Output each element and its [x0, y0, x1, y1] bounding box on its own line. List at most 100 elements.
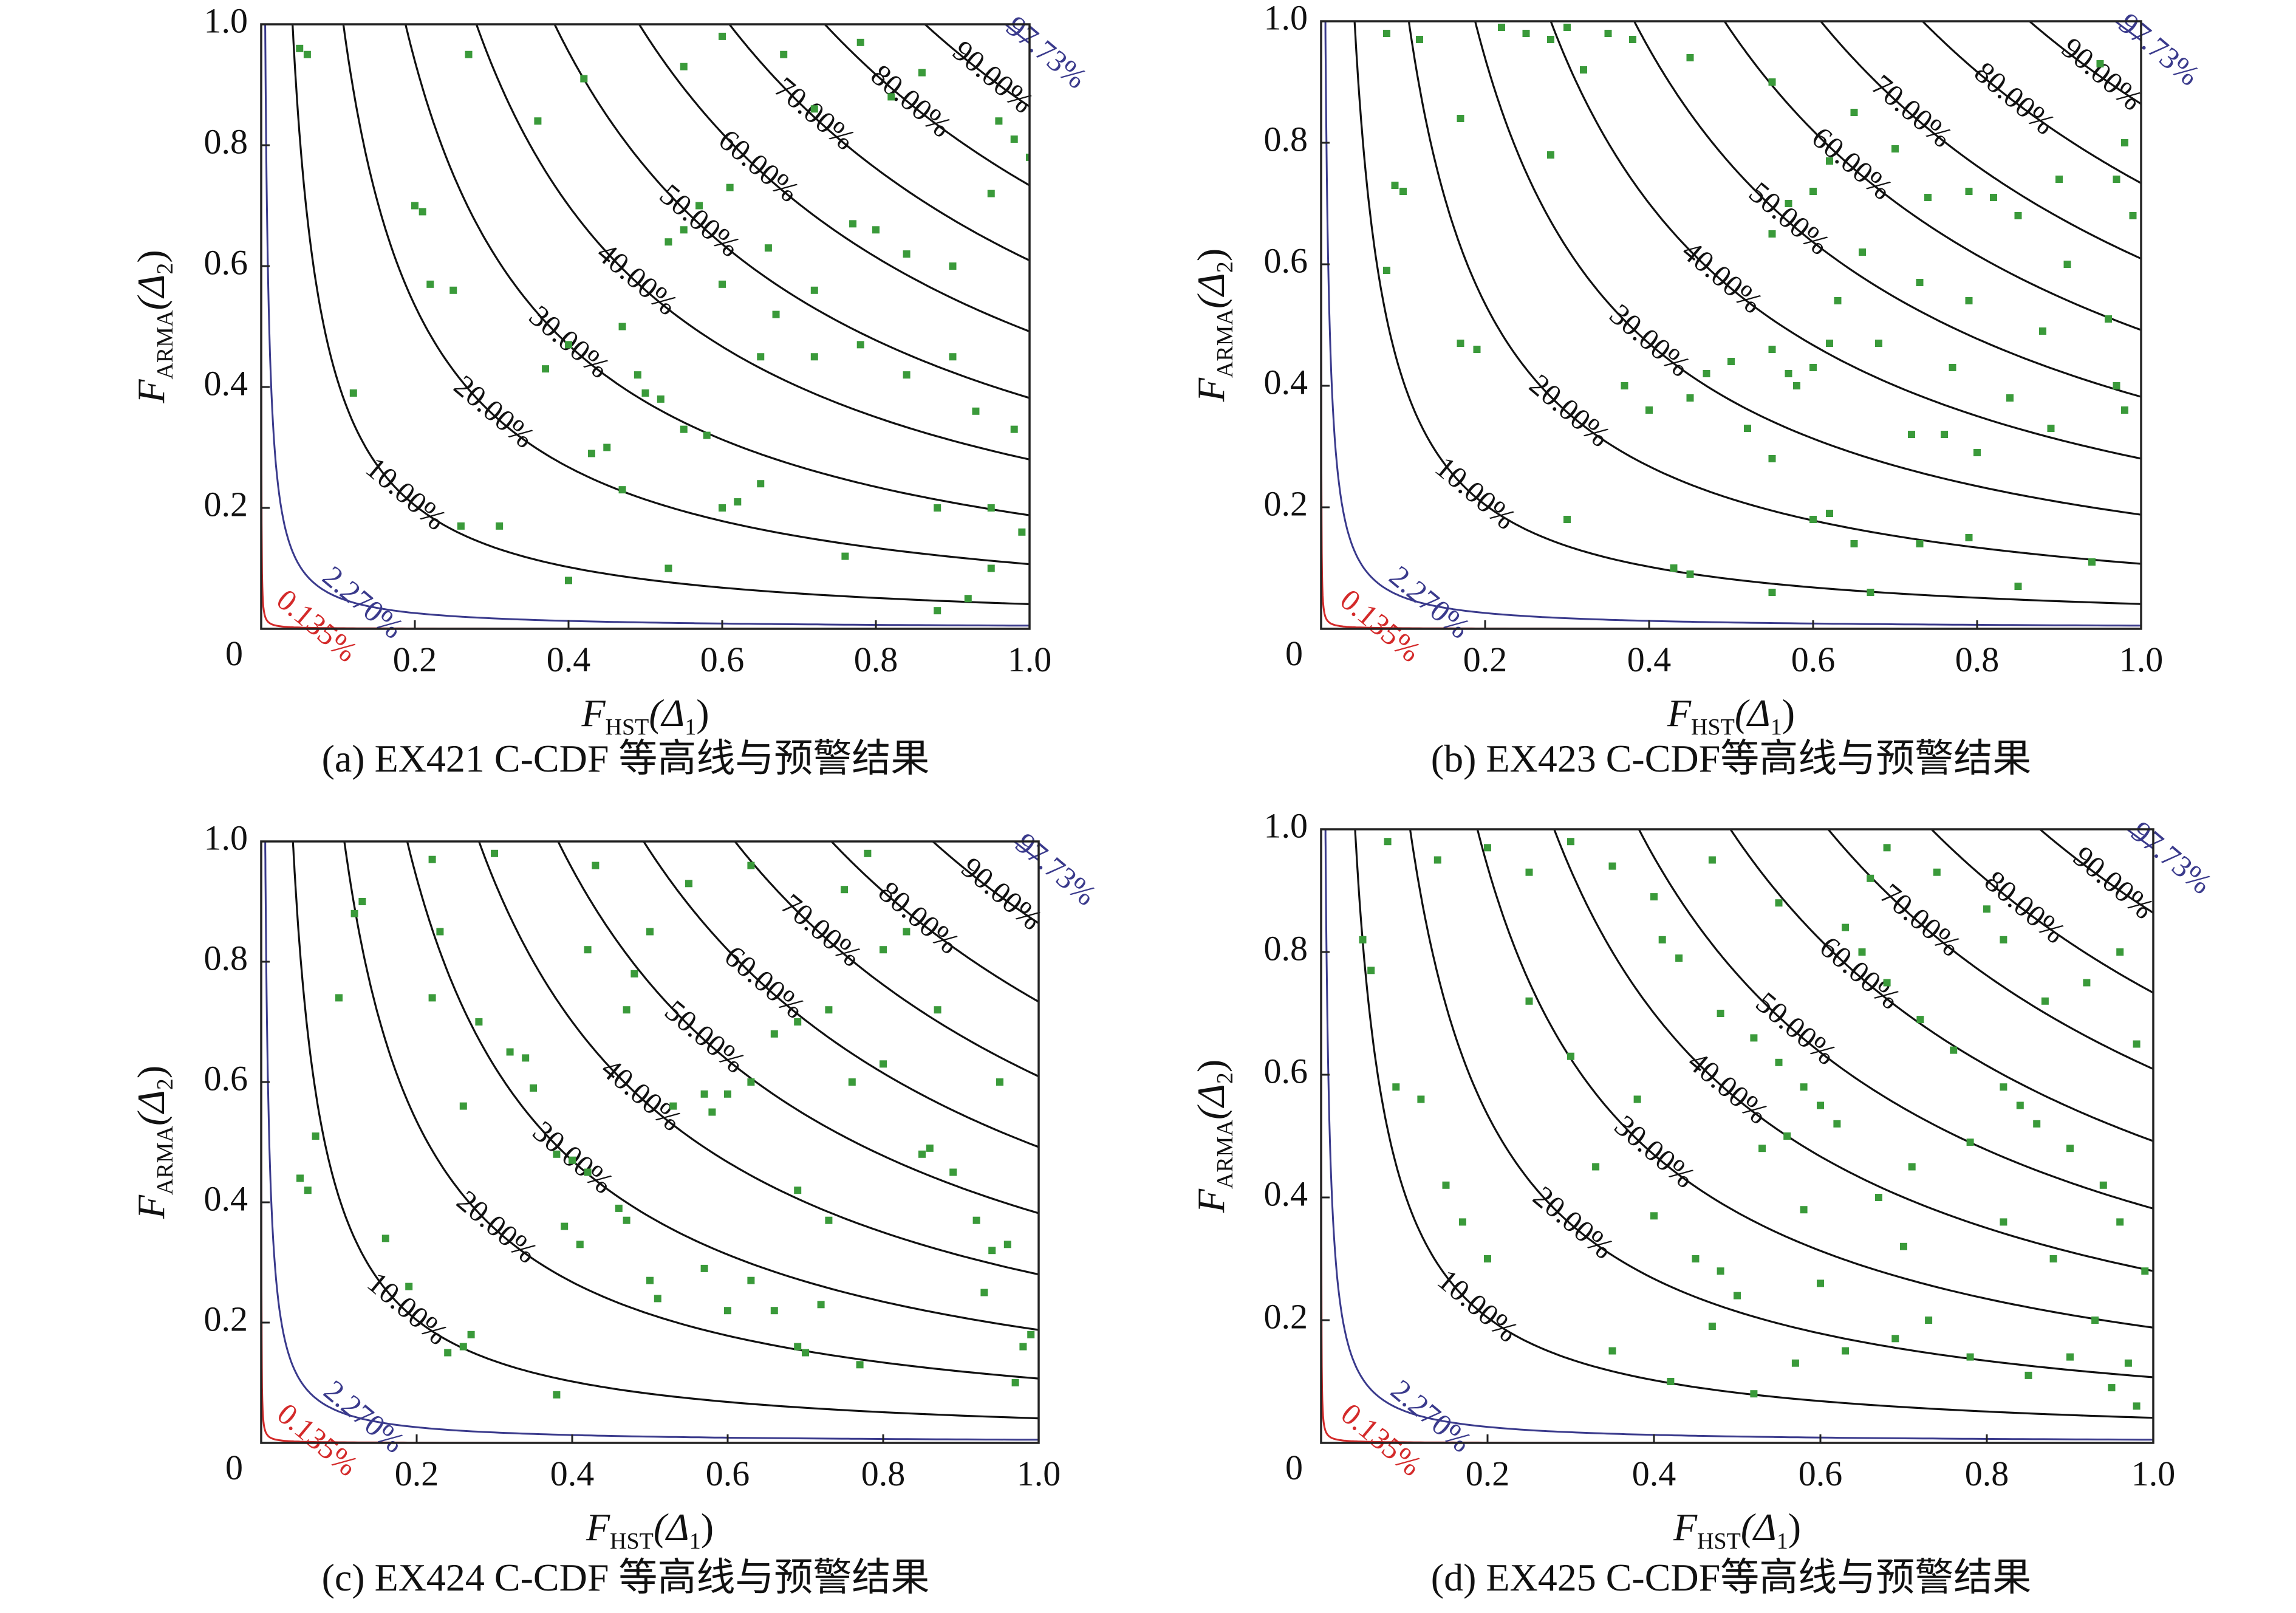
data-point [2133, 1040, 2141, 1048]
data-point [1727, 358, 1735, 365]
data-point [1768, 230, 1776, 238]
x-tick-label: 0.8 [1955, 640, 2000, 679]
data-point [623, 1216, 630, 1224]
data-point [903, 371, 911, 379]
data-point [618, 486, 626, 494]
contour-line-5 [1474, 21, 2141, 516]
data-point [405, 1283, 413, 1290]
contour-line-5 [1476, 829, 2153, 1329]
data-point [641, 389, 649, 397]
chart-panel-2: 0.135%2.270%10.00%20.00%30.00%40.00%50.0… [1189, 0, 2206, 780]
data-point [1717, 1267, 1724, 1275]
data-point [2121, 406, 2128, 414]
data-point [303, 50, 311, 58]
data-point [584, 946, 592, 954]
data-point [1750, 1034, 1758, 1042]
x-tick-label: 0.8 [1965, 1454, 2009, 1493]
data-point [2055, 176, 2063, 183]
data-point [1891, 145, 1899, 152]
data-point [757, 353, 765, 361]
x-tick-label: 0.4 [550, 1454, 595, 1493]
data-point [1924, 194, 1932, 201]
data-point [2096, 60, 2104, 67]
contour-line-2 [1324, 829, 2153, 1441]
contour-label-6: 40.00% [1682, 1044, 1775, 1131]
data-point [312, 1132, 319, 1140]
data-point [872, 226, 880, 234]
data-point [576, 1241, 584, 1248]
data-point [634, 371, 641, 379]
data-point [2024, 1371, 2032, 1379]
contour-line-3 [292, 841, 1039, 1420]
data-point [1809, 516, 1817, 523]
data-point [1018, 528, 1026, 536]
data-point [1793, 382, 1800, 389]
data-point [2099, 1181, 2107, 1189]
y-tick-label: 1.0 [204, 818, 248, 857]
data-point [1416, 36, 1423, 43]
y-tick-label: 1.0 [204, 1, 248, 40]
data-point [680, 63, 688, 70]
data-point [2000, 936, 2007, 943]
data-point [887, 93, 895, 101]
data-point [449, 286, 457, 294]
data-point [587, 450, 595, 457]
data-point [2113, 382, 2120, 389]
data-point [1621, 382, 1628, 389]
data-point [618, 323, 626, 330]
data-point [1522, 30, 1530, 37]
data-point [734, 498, 742, 506]
data-point [630, 970, 638, 978]
x-tick-label: 0.2 [1466, 1454, 1510, 1493]
contour-line-9 [734, 841, 1039, 1078]
chart-panel-3: 0.135%2.270%10.00%20.00%30.00%40.00%50.0… [129, 818, 1103, 1599]
data-point [972, 1216, 980, 1224]
data-point [2121, 139, 2128, 146]
contour-label-10: 80.00% [865, 58, 958, 144]
data-point [542, 365, 550, 373]
data-point [2129, 212, 2137, 219]
data-point [980, 1289, 988, 1296]
data-point [856, 38, 864, 46]
plot-frame [1320, 828, 2154, 1444]
data-point [856, 341, 864, 349]
contour-line-2 [264, 24, 1030, 627]
data-point [1800, 1206, 1808, 1214]
data-point [747, 1078, 755, 1086]
data-point [934, 607, 941, 615]
data-point [1908, 431, 1915, 438]
data-point [724, 1090, 731, 1098]
contour-label-3: 10.00% [1429, 450, 1523, 536]
data-point [780, 50, 788, 58]
data-point [810, 105, 818, 113]
data-point [436, 928, 444, 936]
x-axis-label: FHST(Δ1) [1667, 691, 1795, 740]
data-point [565, 341, 572, 349]
data-point [988, 1247, 996, 1255]
data-point [569, 1156, 576, 1164]
data-point [1783, 1132, 1791, 1140]
contour-line-2 [264, 841, 1039, 1441]
contour-line-11 [924, 24, 1030, 108]
panel-caption: (b) EX423 C-CDF等高线与预警结果 [1431, 737, 2031, 780]
x-tick-label: 1.0 [2131, 1454, 2176, 1493]
data-point [1916, 1016, 1924, 1024]
data-point [825, 1006, 833, 1014]
x-axis-label: FHST(Δ1) [586, 1505, 714, 1554]
data-point [1734, 1292, 1741, 1300]
data-point [1758, 1145, 1766, 1152]
data-point [1010, 135, 1018, 143]
data-point [1567, 838, 1574, 846]
data-point [2091, 1317, 2099, 1324]
contour-label-8: 60.00% [712, 122, 806, 208]
data-point [1859, 248, 1866, 256]
data-point [1686, 394, 1694, 402]
chart-panel-1: 0.135%2.270%10.00%20.00%30.00%40.00%50.0… [129, 1, 1093, 780]
contour-labels: 0.135%2.270%10.00%20.00%30.00%40.00%50.0… [1334, 6, 2206, 669]
y-axis-label: FARMA(Δ2) [1189, 1060, 1238, 1213]
contour-line-4 [1407, 21, 2141, 565]
data-point [1785, 200, 1792, 207]
data-point [1883, 844, 1891, 852]
contour-line-8 [638, 24, 1030, 333]
